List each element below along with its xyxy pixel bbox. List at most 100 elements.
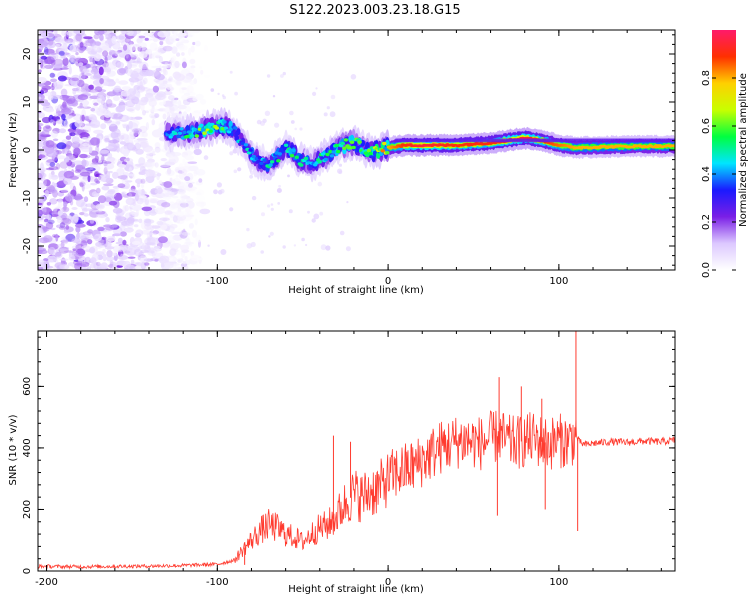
snr-line — [38, 410, 675, 570]
noise-speckle — [104, 56, 108, 63]
ridge-mark — [368, 151, 373, 156]
noise-speckle — [56, 244, 63, 249]
x-tick-label: 0 — [385, 577, 391, 588]
ridge-mark — [203, 125, 209, 129]
noise-speckle — [111, 53, 118, 58]
noise-speckle — [61, 113, 66, 121]
noise-speckle — [183, 214, 195, 218]
noise-speckle — [40, 55, 48, 60]
noise-speckle — [198, 109, 209, 113]
noise-speckle — [108, 139, 120, 144]
noise-speckle — [74, 262, 83, 270]
x-tick-label: -100 — [206, 577, 229, 588]
noise-speckle — [93, 45, 99, 52]
noise-speckle — [181, 52, 185, 56]
noise-speckle — [195, 40, 201, 47]
noise-speckle — [93, 193, 100, 197]
noise-speckle — [131, 212, 139, 217]
noise-speckle — [41, 116, 51, 124]
noise-speckle — [139, 69, 150, 77]
noise-speckle — [44, 190, 49, 197]
noise-speckle — [182, 98, 191, 106]
noise-speckle — [172, 215, 178, 223]
noise-speckle — [162, 113, 167, 120]
noise-speckle — [159, 107, 166, 112]
noise-speckle — [145, 92, 154, 98]
noise-speckle — [182, 173, 187, 178]
noise-speckle — [42, 264, 47, 270]
noise-speckle — [75, 198, 85, 208]
y-tick-label: 10 — [22, 96, 33, 109]
noise-speckle — [149, 42, 158, 51]
noise-speckle — [109, 51, 113, 57]
noise-speckle — [98, 66, 104, 76]
noise-speckle — [110, 161, 115, 165]
noise-speckle — [320, 244, 327, 251]
noise-speckle — [106, 68, 111, 75]
noise-speckle — [85, 39, 96, 47]
noise-speckle — [269, 231, 274, 236]
noise-speckle — [128, 173, 134, 177]
noise-speckle — [72, 87, 79, 92]
ridge-mark — [257, 156, 262, 160]
noise-speckle — [57, 191, 65, 197]
noise-speckle — [146, 232, 150, 238]
ridge-mark — [246, 151, 252, 155]
noise-speckle — [90, 105, 100, 113]
x-tick-label: -200 — [35, 276, 58, 287]
noise-speckle — [249, 174, 254, 179]
noise-speckle — [161, 202, 171, 208]
noise-speckle — [93, 102, 99, 106]
noise-speckle — [127, 122, 139, 131]
noise-speckle — [75, 33, 82, 42]
noise-speckle — [128, 192, 133, 198]
noise-speckle — [138, 35, 146, 39]
noise-speckle — [178, 44, 188, 51]
noise-speckle — [100, 123, 107, 130]
noise-speckle — [95, 251, 105, 256]
noise-speckle — [44, 146, 54, 155]
noise-speckle — [117, 255, 129, 260]
noise-speckle — [121, 86, 131, 91]
noise-speckle — [114, 53, 123, 57]
noise-speckle — [131, 241, 141, 245]
noise-speckle — [113, 85, 122, 93]
noise-speckle — [73, 147, 81, 156]
noise-speckle — [54, 105, 59, 111]
noise-speckle — [71, 245, 80, 250]
noise-speckle — [143, 31, 153, 37]
noise-speckle — [102, 253, 107, 262]
noise-speckle — [237, 167, 242, 172]
noise-speckle — [69, 132, 76, 137]
noise-speckle — [246, 243, 253, 249]
ridge-mark — [342, 146, 347, 150]
noise-speckle — [178, 112, 187, 119]
noise-speckle — [62, 238, 69, 245]
noise-speckle — [165, 193, 174, 198]
noise-speckle — [38, 77, 47, 84]
noise-speckle — [199, 208, 211, 215]
noise-speckle — [63, 52, 70, 55]
noise-speckle — [118, 163, 126, 169]
noise-speckle — [117, 237, 123, 243]
noise-speckle — [153, 37, 158, 43]
ridge-mark — [210, 122, 215, 127]
noise-speckle — [114, 35, 126, 40]
noise-speckle — [90, 74, 95, 78]
noise-speckle — [154, 258, 159, 262]
noise-speckle — [115, 78, 120, 84]
noise-speckle — [55, 252, 62, 257]
noise-speckle — [50, 55, 57, 60]
noise-speckle — [160, 48, 164, 51]
ridge-mark — [259, 161, 264, 166]
noise-speckle — [141, 261, 145, 269]
noise-speckle — [51, 214, 58, 218]
noise-speckle — [157, 30, 169, 38]
noise-speckle — [134, 193, 139, 202]
noise-speckle — [136, 37, 143, 44]
noise-speckle — [191, 229, 197, 238]
noise-speckle — [60, 88, 68, 97]
noise-speckle — [154, 146, 161, 153]
noise-speckle — [110, 31, 117, 35]
noise-speckle — [112, 233, 122, 237]
